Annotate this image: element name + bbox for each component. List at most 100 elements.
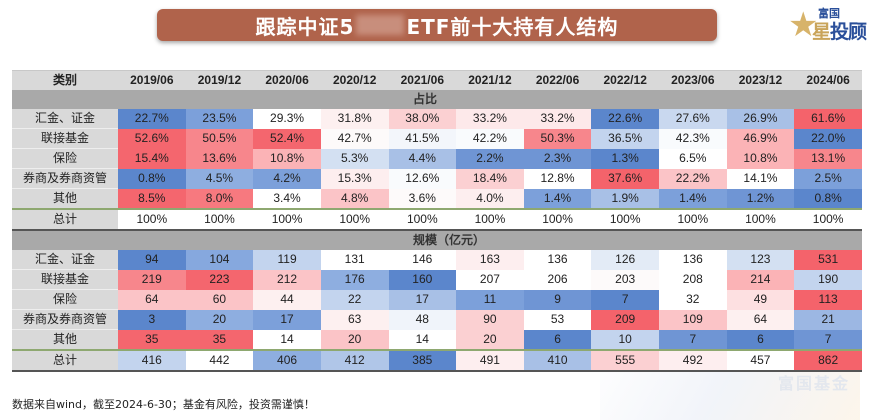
value-cell: 35 (185, 329, 254, 350)
value-cell: 22.2% (659, 168, 727, 189)
value-cell: 52.6% (118, 128, 186, 149)
section-header-row: 规模（亿元） (12, 230, 862, 250)
value-cell: 53 (523, 309, 592, 330)
table-row: 汇金、证金 22.7% 23.5% 29.3% 31.8% 38.0% 33.2% 33.2%… (12, 109, 862, 129)
value-cell: 136 (659, 250, 727, 270)
value-cell: 13.1% (794, 148, 862, 169)
table-row: 其他 35 35 14 20 14 20 6 10 7 6 7 (12, 329, 862, 351)
value-cell: 131 (320, 250, 389, 270)
value-cell: 10.8% (726, 148, 795, 169)
total-row: 总计 416 442 406 412 385 491 410 555 492 457 862 (12, 349, 862, 372)
title-suffix: ETF前十大持有人结构 (406, 14, 619, 39)
row-label: 保险 (12, 148, 118, 169)
row-label: 总计 (12, 208, 118, 231)
footer-note: 数据来自wind，截至2024-6-30；基金有风险，投资需谨慎！ (12, 398, 315, 411)
row-label: 保险 (12, 289, 118, 310)
value-cell: 14.1% (726, 168, 795, 189)
row-label: 联接基金 (12, 269, 118, 290)
section-title: 占比 (118, 90, 862, 109)
value-cell: 90 (456, 309, 524, 330)
value-cell: 5.3% (320, 148, 389, 169)
value-cell: 22.0% (794, 128, 862, 149)
column-header-period: 2022/06 (523, 70, 592, 90)
value-cell: 163 (456, 250, 524, 270)
value-cell: 26.9% (726, 109, 795, 129)
star-icon: ★ (788, 6, 819, 44)
value-cell: 15.3% (320, 168, 389, 189)
table-row: 券商及券商资管 0.8% 4.5% 4.2% 15.3% 12.6% 18.4% 12.8% 3… (12, 168, 862, 189)
value-cell: 50.5% (185, 128, 254, 149)
value-cell: 410 (523, 349, 592, 372)
value-cell: 119 (253, 250, 321, 270)
value-cell: 8.5% (118, 188, 186, 209)
value-cell: 33.2% (523, 109, 592, 129)
value-cell: 100% (591, 208, 659, 231)
value-cell: 50.3% (523, 128, 592, 149)
value-cell: 190 (794, 269, 862, 290)
value-cell: 7 (794, 329, 862, 350)
value-cell: 219 (118, 269, 186, 290)
title-prefix: 跟踪中证5 (255, 14, 355, 39)
brand-logo: ★ 富国 星投顾 (788, 2, 868, 44)
row-label: 券商及券商资管 (12, 309, 118, 330)
value-cell: 100% (118, 208, 186, 231)
value-cell: 206 (523, 269, 592, 290)
table-row: 联接基金 219 223 212 176 160 207 206 203 208 214 190 (12, 269, 862, 290)
value-cell: 531 (794, 250, 862, 270)
value-cell: 113 (794, 289, 862, 310)
table-header-row: 类别 2019/06 2019/12 2020/06 2020/12 2021/06 20… (12, 70, 862, 90)
section-header-row: 占比 (12, 90, 862, 109)
watermark-text: 富国基金 (778, 374, 851, 393)
value-cell: 1.2% (726, 188, 795, 209)
section-title: 规模（亿元） (118, 230, 862, 250)
row-label: 总计 (12, 349, 118, 372)
row-label: 汇金、证金 (12, 109, 118, 129)
value-cell: 109 (659, 309, 727, 330)
table-row: 联接基金 52.6% 50.5% 52.4% 42.7% 41.5% 42.2% 50.3% 3… (12, 128, 862, 149)
table-row: 券商及券商资管 3 20 17 63 48 90 53 209 109 64 21 (12, 309, 862, 330)
column-header-period: 2022/12 (591, 70, 659, 90)
column-header-period: 2020/12 (320, 70, 389, 90)
value-cell: 64 (726, 309, 795, 330)
value-cell: 100% (794, 208, 862, 231)
value-cell: 22.6% (591, 109, 659, 129)
value-cell: 104 (185, 250, 254, 270)
value-cell: 36.5% (591, 128, 659, 149)
column-header-period: 2021/06 (388, 70, 457, 90)
value-cell: 442 (185, 349, 254, 372)
value-cell: 0.8% (794, 188, 862, 209)
value-cell: 42.2% (456, 128, 524, 149)
value-cell: 1.3% (591, 148, 659, 169)
page-title: 跟踪中证5 ETF前十大持有人结构 (157, 9, 717, 41)
value-cell: 100% (185, 208, 254, 231)
value-cell: 160 (388, 269, 457, 290)
value-cell: 212 (253, 269, 321, 290)
value-cell: 46.9% (726, 128, 795, 149)
row-label: 其他 (12, 188, 118, 210)
value-cell: 32 (659, 289, 727, 310)
logo-top-text: 富国 (818, 7, 840, 20)
value-cell: 4.2% (253, 168, 321, 189)
value-cell: 2.3% (523, 148, 592, 169)
holder-structure-table: 类别 2019/06 2019/12 2020/06 2020/12 2021/06 20… (12, 70, 862, 372)
value-cell: 100% (253, 208, 321, 231)
value-cell: 17 (388, 289, 457, 310)
value-cell: 49 (726, 289, 795, 310)
value-cell: 12.8% (523, 168, 592, 189)
value-cell: 3 (118, 309, 186, 330)
value-cell: 21 (794, 309, 862, 330)
value-cell: 22 (320, 289, 389, 310)
value-cell: 203 (591, 269, 659, 290)
value-cell: 126 (591, 250, 659, 270)
value-cell: 20 (185, 309, 254, 330)
value-cell: 42.7% (320, 128, 389, 149)
column-header-period: 2019/06 (118, 70, 186, 90)
value-cell: 48 (388, 309, 457, 330)
value-cell: 491 (456, 349, 524, 372)
value-cell: 13.6% (185, 148, 254, 169)
value-cell: 4.5% (185, 168, 254, 189)
value-cell: 2.5% (794, 168, 862, 189)
value-cell: 412 (320, 349, 389, 372)
value-cell: 31.8% (320, 109, 389, 129)
value-cell: 60 (185, 289, 254, 310)
